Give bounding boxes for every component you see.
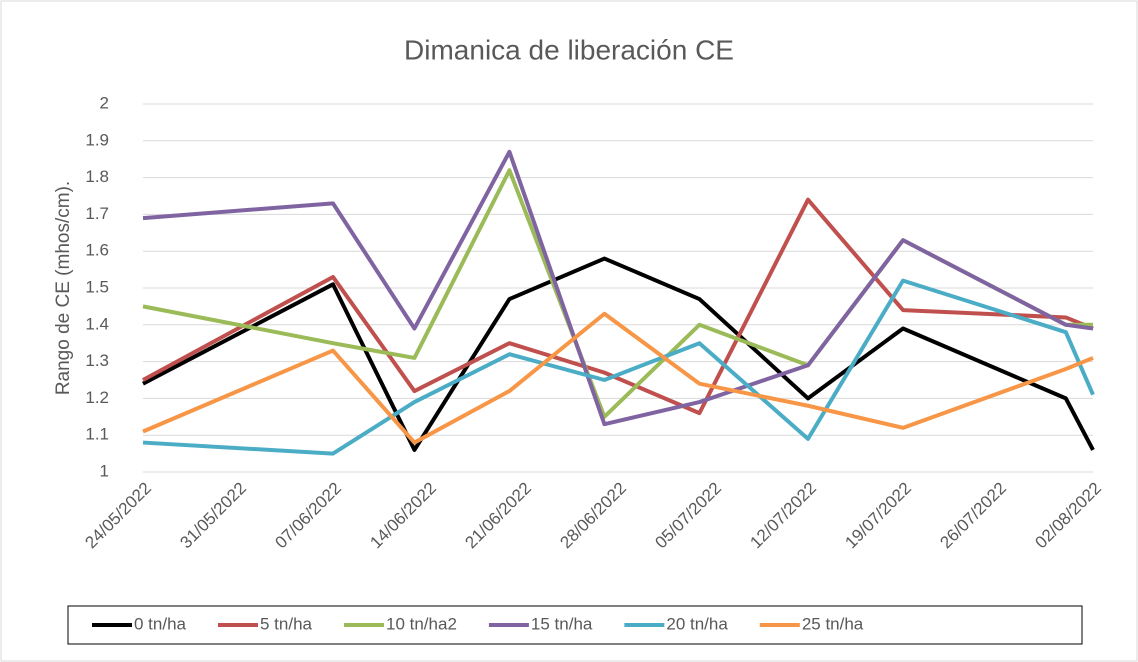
legend-label: 15 tn/ha [531,614,593,633]
series-line [142,311,1094,445]
series-line [142,149,1094,427]
legend-box [67,605,1083,645]
series-line [142,256,1095,452]
y-tick-label: 1 [100,461,109,480]
y-tick-label: 1.7 [85,204,109,223]
series-line [142,278,1095,456]
legend-label: 5 tn/ha [260,614,313,633]
y-tick-label: 1.4 [85,314,109,333]
y-tick-label: 1.6 [85,241,109,260]
y-tick-label: 2 [100,93,109,112]
chart-title: Dimanica de liberación CE [404,34,734,65]
legend-label: 20 tn/ha [666,614,728,633]
series-line [142,197,1094,416]
legend-label: 10 tn/ha2 [386,614,457,633]
y-axis-label: Rango de CE (mhos/cm). [53,181,74,395]
y-tick-label: 1.1 [85,425,109,444]
y-tick-label: 1.2 [85,388,109,407]
y-tick-label: 1.8 [85,167,109,186]
y-tick-label: 1.5 [85,277,109,296]
legend-label: 25 tn/ha [802,614,864,633]
y-tick-label: 1.9 [85,130,109,149]
legend-label: 0 tn/ha [134,614,187,633]
y-tick-label: 1.3 [85,351,109,370]
